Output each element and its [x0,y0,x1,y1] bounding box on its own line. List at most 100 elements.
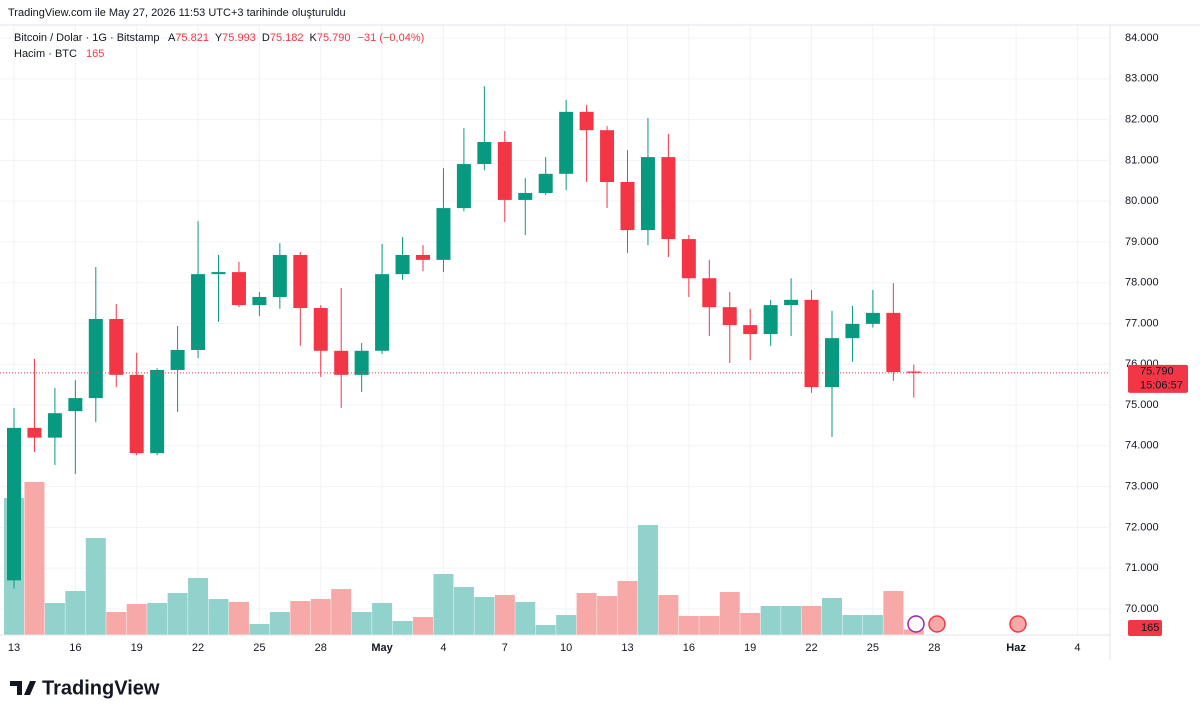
x-tick-label: 22 [805,642,817,654]
candle-body [743,325,758,335]
candle-body [845,323,860,339]
candle-body [579,111,594,131]
volume-bar [290,601,311,635]
x-tick-label: 16 [683,642,695,654]
candle-body [477,142,492,165]
volume-bar [228,602,249,635]
candle-body [886,312,901,372]
x-tick-label: 28 [928,642,940,654]
candle-body [416,254,430,260]
volume-bar [658,595,679,635]
volume-last-box [1128,620,1162,636]
volume-bar [617,581,638,635]
candle-body [702,278,717,308]
candle-body [68,398,83,412]
volume-bar [740,613,761,635]
y-tick-label: 80.000 [1125,195,1159,207]
volume-legend: Hacim · BTC 165 [14,48,104,60]
volume-bar [106,612,127,635]
candle-body [375,274,390,351]
volume-bar [249,624,270,635]
volume-bar [678,616,699,635]
y-tick-label: 77.000 [1125,317,1159,329]
volume-bar [474,597,495,635]
volume-bar [147,603,168,635]
volume-bar [576,593,597,635]
volume-bar [372,603,393,635]
y-tick-label: 70.000 [1125,603,1159,615]
candle-body [681,239,696,279]
ohlc-key: K [310,32,318,44]
y-tick-label: 83.000 [1125,73,1159,85]
candle-body [784,299,799,306]
volume-bar [126,604,147,635]
volume-bar [310,599,331,635]
candle-body [456,164,471,209]
volume-bar [781,606,802,635]
ohlc-value: 75.993 [222,32,256,44]
x-tick-label: 13 [621,642,633,654]
y-tick-label: 74.000 [1125,440,1159,452]
x-tick-label: 4 [1074,642,1080,654]
volume-bar [535,625,556,635]
x-tick-label: 7 [502,642,508,654]
y-tick-label: 79.000 [1125,236,1159,248]
x-tick-label: 4 [440,642,446,654]
candle-body [129,374,144,454]
candle-body [865,312,880,324]
event-icon [928,615,946,633]
x-tick-label: 13 [8,642,20,654]
candle-body [661,157,676,240]
y-tick-label: 72.000 [1125,521,1159,533]
candle-body [538,173,553,193]
legend-line: Bitcoin / Dolar · 1G · Bitstamp A75.821 … [14,32,424,44]
candle-body [272,254,287,297]
x-tick-label: 10 [560,642,572,654]
candle-body [640,157,655,231]
candle-body [722,307,737,326]
candle-body [804,299,819,388]
candle-body [497,142,512,200]
volume-bar [24,482,45,635]
volume-bar [433,574,454,635]
ohlc-value: 75.182 [270,32,304,44]
volume-bar [760,606,781,635]
volume-bar [208,599,229,635]
ohlc-key: A [168,32,176,44]
candle-body [150,369,165,454]
volume-bar [65,591,86,635]
candle-body [231,272,246,306]
x-tick-label: 28 [315,642,327,654]
candle-body [600,130,615,182]
volume-bar [699,616,720,635]
volume-bar [883,591,904,635]
volume-bar [413,617,433,635]
event-icon [1009,615,1027,633]
candle-body [109,318,124,375]
candle-body [906,371,921,373]
volume-bar [44,603,65,635]
candle-body [88,318,103,399]
candle-body [27,427,42,438]
last-price-label: 75.790 [1140,366,1174,378]
candle-body [334,350,349,375]
x-tick-label: 16 [69,642,81,654]
candle-body [395,254,410,275]
candle-body [252,296,267,306]
volume-bar [822,598,842,635]
x-tick-label: 19 [744,642,756,654]
volume-bar [269,612,290,635]
marks [0,86,1110,635]
ohlc-key: Y [215,32,223,44]
y-tick-label: 75.000 [1125,399,1159,411]
brand: TradingView [42,677,160,699]
symbol-title: Bitcoin / Dolar · 1G · Bitstamp [14,32,160,44]
ohlc-value: 75.790 [317,32,351,44]
volume-last-label: 165 [1141,622,1159,634]
volume-title: Hacim · BTC [14,48,77,60]
x-tick-label: 25 [867,642,879,654]
volume-bar [842,615,863,635]
volume-bar [351,612,372,635]
